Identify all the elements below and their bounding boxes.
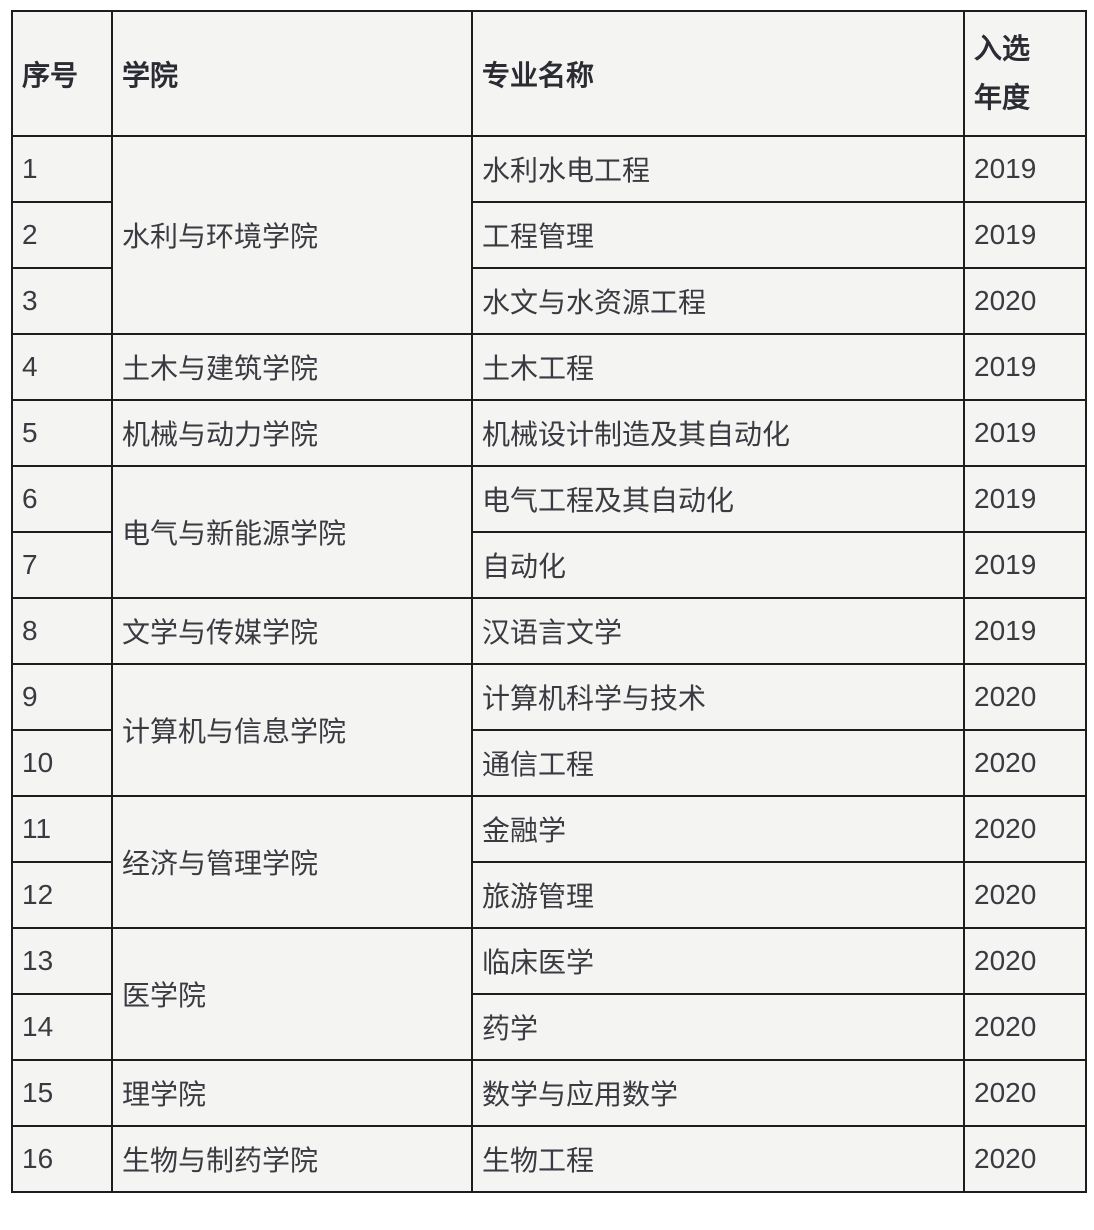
year-cell: 2019 (963, 399, 1087, 467)
major-cell: 生物工程 (471, 1125, 965, 1193)
year-cell: 2019 (963, 597, 1087, 665)
row-number-cell: 11 (11, 795, 113, 863)
table-row: 13 医学院 临床医学 2020 (11, 927, 1087, 1061)
college-cell: 医学院 (111, 927, 473, 1061)
year-cell: 2019 (963, 465, 1087, 533)
major-cell: 计算机科学与技术 (471, 663, 965, 731)
year-cell: 2019 (963, 333, 1087, 401)
row-number-cell: 9 (11, 663, 113, 731)
major-cell: 工程管理 (471, 201, 965, 269)
table-row: 4 土木与建筑学院 土木工程 2019 (11, 333, 1087, 401)
major-cell: 金融学 (471, 795, 965, 863)
year-cell: 2020 (963, 993, 1087, 1061)
header-year: 入选 年度 (963, 10, 1087, 137)
year-cell: 2020 (963, 861, 1087, 929)
year-cell: 2020 (963, 927, 1087, 995)
row-number-cell: 5 (11, 399, 113, 467)
table-body: 1 水利与环境学院 水利水电工程 2019 2 工程管理 2019 3 水文与水… (11, 135, 1087, 1193)
college-cell: 土木与建筑学院 (111, 333, 473, 401)
year-cell: 2019 (963, 135, 1087, 203)
row-number-cell: 8 (11, 597, 113, 665)
row-number-cell: 12 (11, 861, 113, 929)
table-row: 1 水利与环境学院 水利水电工程 2019 (11, 135, 1087, 335)
table-row: 2 工程管理 2019 (11, 201, 1087, 269)
header-year-line1: 入选 (974, 33, 1031, 65)
table-row: 9 计算机与信息学院 计算机科学与技术 2020 (11, 663, 1087, 797)
major-cell: 药学 (471, 993, 965, 1061)
table-row: 14 药学 2020 (11, 993, 1087, 1061)
table-header: 序号 学院 专业名称 入选 年度 (11, 10, 1087, 137)
major-cell: 机械设计制造及其自动化 (471, 399, 965, 467)
college-cell: 水利与环境学院 (111, 135, 473, 335)
year-cell: 2019 (963, 201, 1087, 269)
college-cell: 机械与动力学院 (111, 399, 473, 467)
major-cell: 临床医学 (471, 927, 965, 995)
row-number-cell: 15 (11, 1059, 113, 1127)
table-row: 8 文学与传媒学院 汉语言文学 2019 (11, 597, 1087, 665)
major-cell: 自动化 (471, 531, 965, 599)
row-number-cell: 2 (11, 201, 113, 269)
header-no: 序号 (11, 10, 113, 137)
major-cell: 电气工程及其自动化 (471, 465, 965, 533)
row-number-cell: 3 (11, 267, 113, 335)
year-cell: 2020 (963, 1059, 1087, 1127)
table-row: 10 通信工程 2020 (11, 729, 1087, 797)
year-cell: 2020 (963, 663, 1087, 731)
major-cell: 汉语言文学 (471, 597, 965, 665)
table-row: 3 水文与水资源工程 2020 (11, 267, 1087, 335)
college-cell: 电气与新能源学院 (111, 465, 473, 599)
college-cell: 经济与管理学院 (111, 795, 473, 929)
table-row: 12 旅游管理 2020 (11, 861, 1087, 929)
college-cell: 文学与传媒学院 (111, 597, 473, 665)
majors-table: 序号 学院 专业名称 入选 年度 1 水利与环境学院 水利水电工程 2019 2… (11, 10, 1087, 1193)
table-row: 16 生物与制药学院 生物工程 2020 (11, 1125, 1087, 1193)
year-cell: 2019 (963, 531, 1087, 599)
header-row: 序号 学院 专业名称 入选 年度 (11, 10, 1087, 137)
row-number-cell: 14 (11, 993, 113, 1061)
year-cell: 2020 (963, 267, 1087, 335)
row-number-cell: 7 (11, 531, 113, 599)
table-row: 11 经济与管理学院 金融学 2020 (11, 795, 1087, 929)
table-row: 15 理学院 数学与应用数学 2020 (11, 1059, 1087, 1127)
year-cell: 2020 (963, 729, 1087, 797)
major-cell: 通信工程 (471, 729, 965, 797)
row-number-cell: 13 (11, 927, 113, 995)
row-number-cell: 16 (11, 1125, 113, 1193)
row-number-cell: 4 (11, 333, 113, 401)
header-year-line2: 年度 (974, 81, 1031, 113)
table-row: 7 自动化 2019 (11, 531, 1087, 599)
major-cell: 水利水电工程 (471, 135, 965, 203)
table-row: 6 电气与新能源学院 电气工程及其自动化 2019 (11, 465, 1087, 599)
college-cell: 理学院 (111, 1059, 473, 1127)
major-cell: 土木工程 (471, 333, 965, 401)
year-cell: 2020 (963, 795, 1087, 863)
major-cell: 水文与水资源工程 (471, 267, 965, 335)
row-number-cell: 1 (11, 135, 113, 203)
header-college: 学院 (111, 10, 473, 137)
row-number-cell: 6 (11, 465, 113, 533)
year-cell: 2020 (963, 1125, 1087, 1193)
row-number-cell: 10 (11, 729, 113, 797)
major-cell: 旅游管理 (471, 861, 965, 929)
college-cell: 计算机与信息学院 (111, 663, 473, 797)
table-row: 5 机械与动力学院 机械设计制造及其自动化 2019 (11, 399, 1087, 467)
college-cell: 生物与制药学院 (111, 1125, 473, 1193)
header-major: 专业名称 (471, 10, 965, 137)
major-cell: 数学与应用数学 (471, 1059, 965, 1127)
